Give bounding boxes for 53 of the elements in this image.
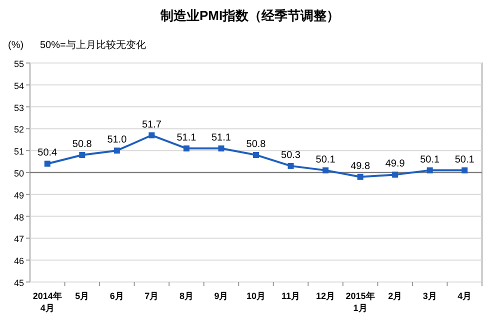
- y-tick-label: 55: [14, 59, 24, 69]
- y-tick-label: 52: [14, 124, 24, 135]
- point: [462, 167, 468, 174]
- text: 50%=与上月比较无变化: [40, 39, 146, 51]
- x-tick-label: 7月: [144, 291, 159, 301]
- y-tick-label: 51: [14, 146, 24, 157]
- y-tick-label: 48: [14, 212, 24, 222]
- x-tick-label: 4月: [458, 291, 472, 301]
- x-tick-label: 8月: [179, 291, 194, 301]
- point: [392, 172, 398, 178]
- point: [183, 145, 190, 152]
- point: [322, 167, 329, 174]
- x-tick-label: 2014年 4月: [32, 291, 62, 313]
- x-tick-label: 9月: [214, 291, 228, 301]
- data-label: 51.1: [211, 132, 232, 144]
- point: [114, 148, 120, 154]
- data-label: 51.1: [176, 132, 197, 144]
- chart-title: 制造业PMI指数（经季节调整）: [159, 8, 340, 23]
- point: [218, 145, 224, 152]
- data-label: 50.1: [420, 154, 440, 166]
- point: [44, 160, 50, 167]
- data-label: 50.8: [72, 138, 92, 150]
- x-tick-label: 6月: [110, 291, 124, 301]
- y-tick-label: 50: [14, 168, 24, 178]
- point: [253, 152, 259, 158]
- x-tick-label: 5月: [75, 291, 90, 301]
- y-axis-title: (%): [8, 40, 24, 51]
- data-label: 49.8: [350, 160, 370, 172]
- data-label: 51.7: [142, 119, 162, 130]
- y-tick-label: 46: [14, 256, 24, 266]
- point: [288, 162, 294, 169]
- x-tick-label: 3月: [422, 291, 437, 301]
- point: [357, 174, 364, 180]
- x-tick-label: 11月: [282, 291, 300, 301]
- x-tick-label: 10月: [246, 291, 266, 301]
- data-label: 50.8: [246, 138, 266, 150]
- data-label: 49.9: [385, 158, 406, 170]
- y-tick-label: 53: [14, 102, 24, 113]
- point: [79, 152, 86, 158]
- point: [426, 167, 433, 174]
- data-label: 50.4: [38, 148, 58, 159]
- data-label: 51.0: [107, 134, 128, 146]
- x-tick-label: 12月: [316, 291, 336, 301]
- y-tick-label: 47: [14, 234, 24, 244]
- x-tick-label: 2月: [388, 291, 402, 301]
- data-label: 50.1: [454, 154, 475, 166]
- y-tick-label: 54: [14, 80, 24, 91]
- data-label: 50.1: [316, 154, 336, 166]
- y-tick-label: 49: [14, 190, 24, 200]
- y-tick-label: 45: [14, 278, 24, 288]
- point: [148, 132, 155, 138]
- x-tick-label: 2015年 1月: [346, 291, 375, 313]
- data-label: 50.3: [281, 150, 301, 161]
